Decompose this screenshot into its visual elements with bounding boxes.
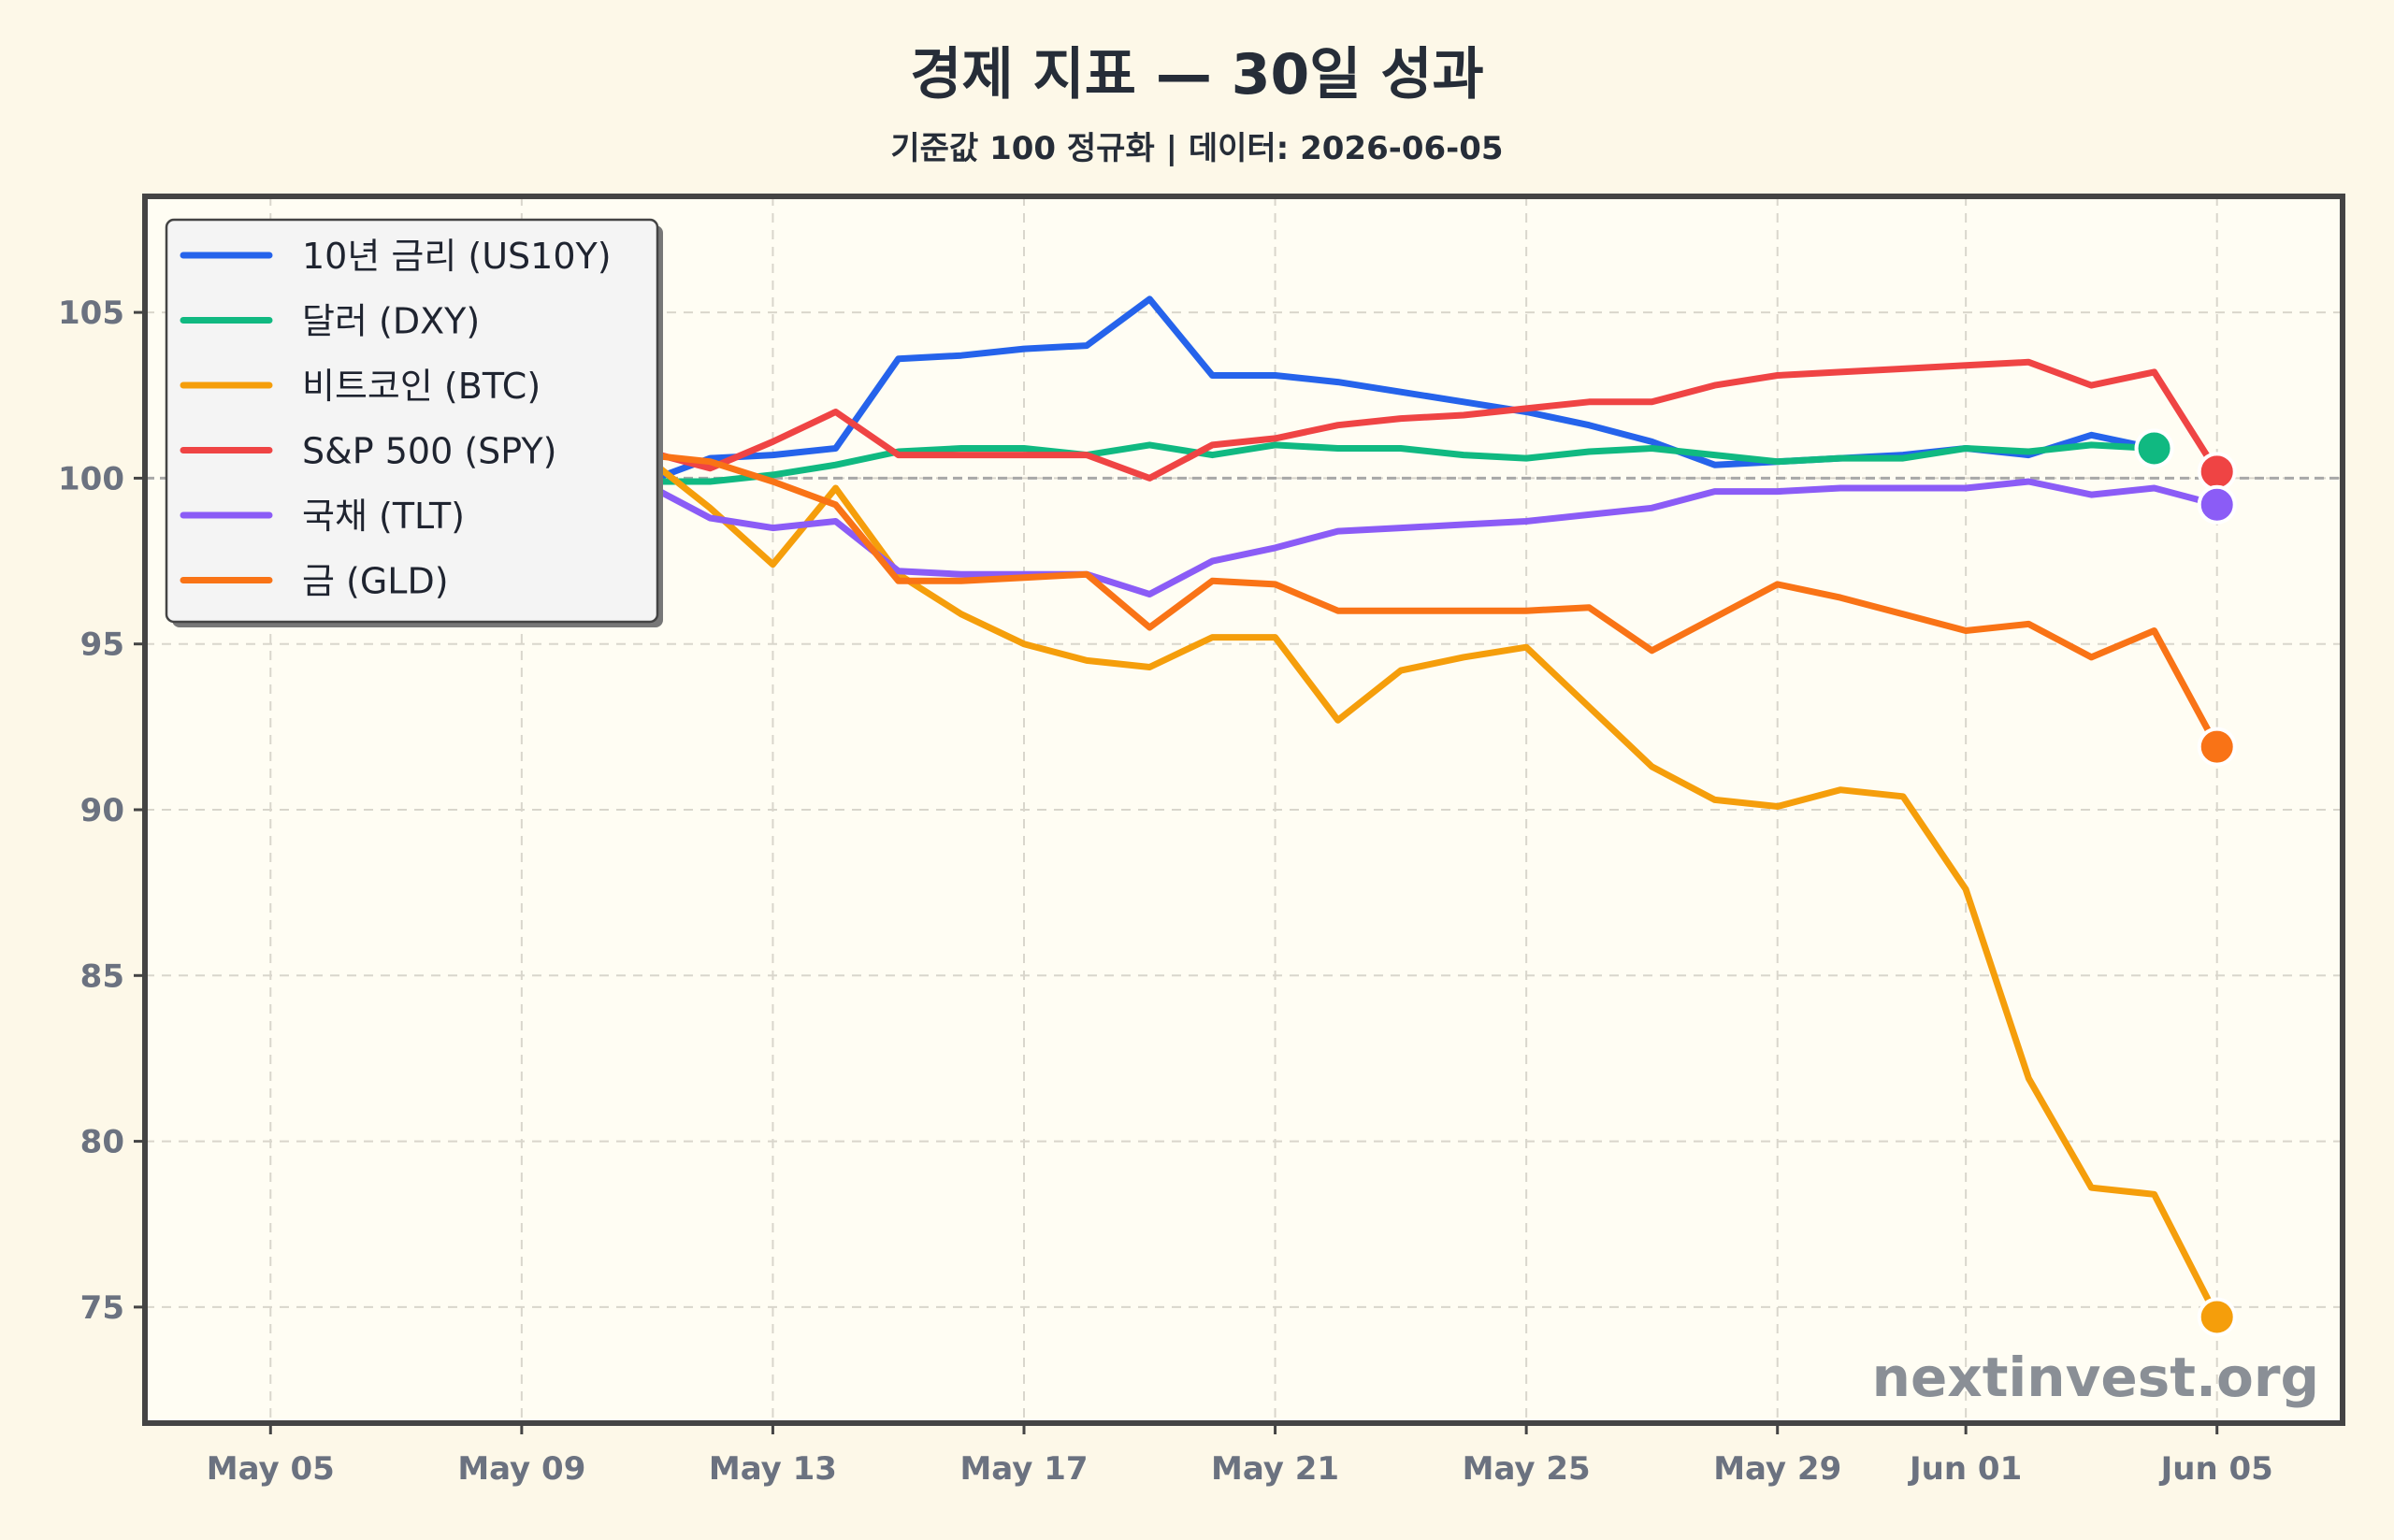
- legend-label: 달러 (DXY): [302, 301, 480, 342]
- x-axis: May 05 May 09 May 13 May 17 May 21 May 25 May …: [207, 1423, 2273, 1488]
- x-tick-label: May 13: [709, 1450, 837, 1488]
- y-tick-label: 85: [80, 957, 124, 995]
- legend-label: 10년 금리 (US10Y): [302, 236, 612, 277]
- legend: 10년 금리 (US10Y) 달러 (DXY) 비트코인 (BTC) S&P 500 …: [165, 218, 663, 627]
- y-tick-label: 75: [80, 1289, 124, 1327]
- end-marker-spy: [2197, 452, 2237, 492]
- legend-box: [165, 218, 659, 624]
- end-marker-gld: [2197, 727, 2237, 767]
- y-tick-label: 80: [80, 1124, 124, 1161]
- x-tick-label: May 25: [1463, 1450, 1591, 1488]
- x-tick-label: May 17: [959, 1450, 1088, 1488]
- y-tick-label: 105: [58, 295, 124, 332]
- end-marker-tlt: [2197, 484, 2237, 525]
- end-markers: [2134, 428, 2237, 1337]
- y-tick-label: 90: [80, 792, 124, 829]
- legend-label: S&P 500 (SPY): [302, 431, 556, 472]
- x-tick-label: May 09: [457, 1450, 585, 1488]
- x-tick-label: May 05: [207, 1450, 335, 1488]
- chart-subtitle: 기준값 100 정규화 | 데이터: 2026-06-05: [890, 130, 1503, 167]
- end-marker-btc: [2197, 1297, 2237, 1337]
- legend-label: 비트코인 (BTC): [302, 366, 541, 407]
- x-tick-label: Jun 05: [2159, 1450, 2273, 1488]
- watermark: nextinvest.org: [1872, 1346, 2319, 1409]
- x-tick-label: Jun 01: [1908, 1450, 2022, 1488]
- y-tick-label: 95: [80, 626, 124, 664]
- legend-label: 국채 (TLT): [302, 496, 465, 537]
- x-tick-label: May 29: [1713, 1450, 1841, 1488]
- x-tick-label: May 21: [1211, 1450, 1339, 1488]
- end-marker-dxy: [2134, 428, 2174, 468]
- plot-frame: [142, 194, 2345, 1426]
- chart-title: 경제 지표 — 30일 성과: [910, 42, 1483, 108]
- y-tick-label: 100: [58, 460, 124, 497]
- y-axis: 75 80 85 90 95 100 105: [58, 295, 145, 1327]
- legend-label: 금 (GLD): [302, 561, 449, 602]
